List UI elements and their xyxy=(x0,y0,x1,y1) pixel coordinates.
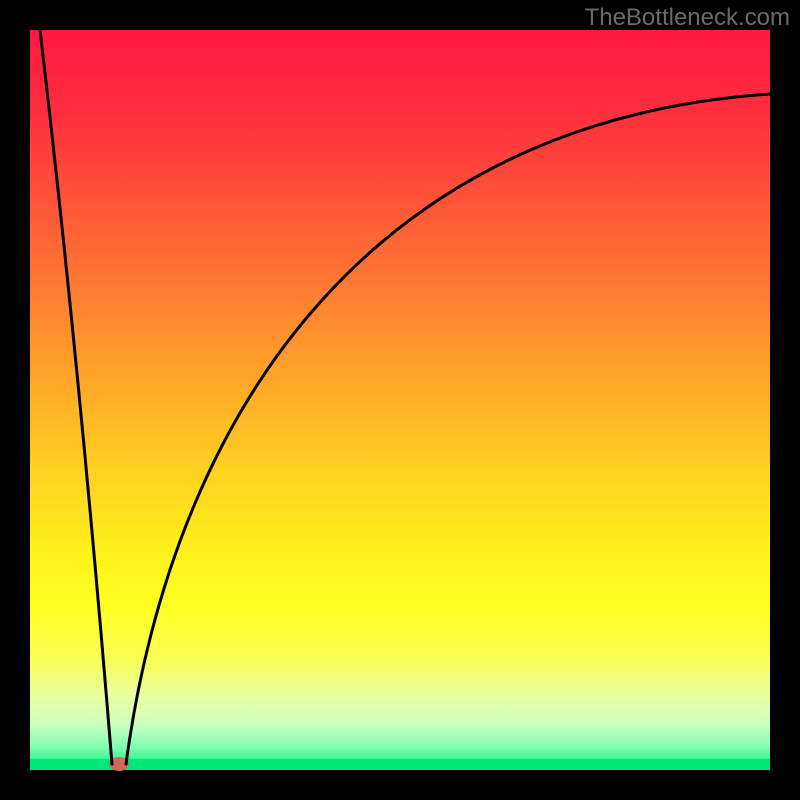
baseline-band xyxy=(30,759,770,770)
chart-container: TheBottleneck.com xyxy=(0,0,800,800)
watermark-text: TheBottleneck.com xyxy=(585,4,790,32)
plot-background xyxy=(30,30,770,770)
bottleneck-chart xyxy=(0,0,800,800)
